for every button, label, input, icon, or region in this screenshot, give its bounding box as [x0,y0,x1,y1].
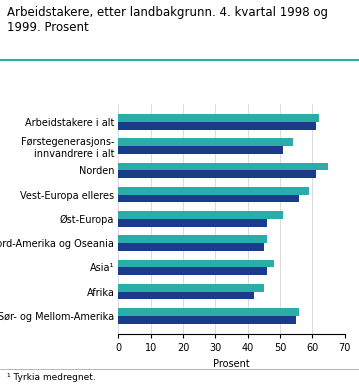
Bar [118,316,296,324]
Bar [118,146,283,154]
Bar [118,291,254,300]
Bar [118,235,267,243]
Bar [118,219,267,227]
Bar [118,170,316,178]
Bar [118,243,264,251]
Bar [118,163,328,170]
Text: Arbeidstakere, etter landbakgrunn. 4. kvartal 1998 og
1999. Prosent: Arbeidstakere, etter landbakgrunn. 4. kv… [7,6,328,34]
Bar [118,187,309,195]
Bar [118,267,267,275]
Bar [118,138,293,146]
Bar [118,122,316,130]
Bar [118,211,283,219]
Bar [118,308,299,316]
Bar [118,260,274,267]
Text: ¹ Tyrkia medregnet.: ¹ Tyrkia medregnet. [7,373,96,382]
Bar [118,284,264,291]
Bar [118,114,319,122]
X-axis label: Prosent: Prosent [213,359,250,369]
Bar [118,195,299,202]
